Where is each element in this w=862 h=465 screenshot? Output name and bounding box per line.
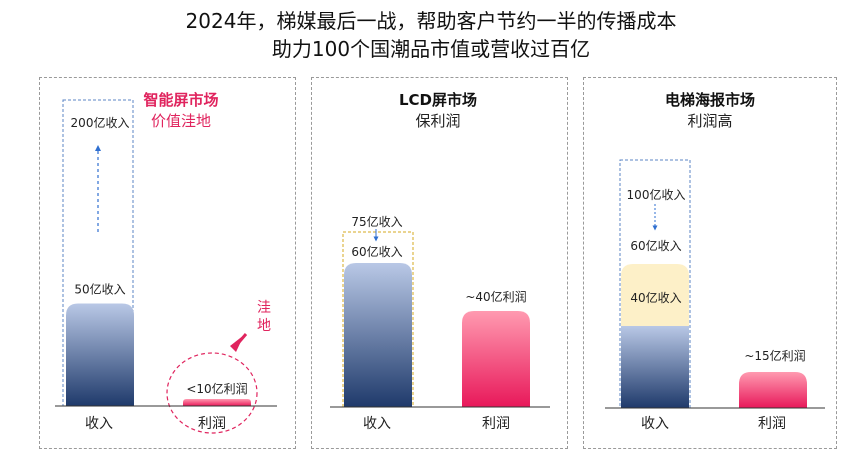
panel-lcd [311,77,568,449]
panel2-category-profit: 利润 [482,416,510,432]
panel2-label-profit: ~40亿利润 [465,289,526,304]
panel1-label-revenue: 50亿收入 [74,282,125,297]
panel1-subtitle: 价值洼地 [151,112,211,130]
panel3-category-revenue: 收入 [641,416,669,432]
panel3-label-segment: 40亿收入 [630,290,681,305]
panel1-label-profit: <10亿利润 [186,381,247,396]
panel1-projection-label: 200亿收入 [71,115,130,130]
panel2-projection-label: 75亿收入 [351,214,402,229]
panel1-category-revenue: 收入 [85,416,113,432]
panel3-subtitle: 利润高 [687,112,732,130]
panel2-subtitle: 保利润 [415,112,460,130]
panel1-title: 智能屏市场 [143,91,218,109]
panel1-bar-profit [183,399,251,406]
panel2-label-revenue: 60亿收入 [351,244,402,259]
panel1-annotation-char1: 洼 [257,300,271,316]
panel3-label-profit: ~15亿利润 [744,348,805,363]
panel2-title: LCD屏市场 [399,91,477,109]
panel2-bar-profit [462,311,530,407]
panel1-profit-circle [166,352,258,434]
panel3-bar-profit [739,372,807,408]
panel1-annotation-arrow-shaft [232,333,248,349]
panel3-title: 电梯海报市场 [665,91,755,109]
panel1-bar-revenue [66,303,134,406]
panel3-bar-segment [621,326,689,408]
panel3-projection-label: 100亿收入 [627,187,686,202]
panel3-label-revenue: 60亿收入 [630,238,681,253]
panel-poster [583,77,837,449]
page-title-line2: 助力100个国潮品市值或营收过百亿 [271,37,591,61]
panel1-category-profit: 利润 [198,416,226,432]
panel2-bar-revenue [344,263,412,407]
panel3-category-profit: 利润 [758,416,786,432]
panel1-annotation-char2: 地 [257,318,271,334]
panel-smart-screen [39,77,296,449]
page-title-line1: 2024年，梯媒最后一战，帮助客户节约一半的传播成本 [185,9,677,33]
panel2-category-revenue: 收入 [363,416,391,432]
